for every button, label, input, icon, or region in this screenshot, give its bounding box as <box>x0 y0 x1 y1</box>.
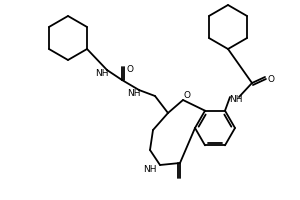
Text: NH: NH <box>229 96 243 104</box>
Text: NH: NH <box>95 68 109 77</box>
Text: O: O <box>268 74 274 84</box>
Text: O: O <box>127 64 134 73</box>
Text: O: O <box>184 92 190 100</box>
Text: NH: NH <box>143 164 157 173</box>
Text: NH: NH <box>127 88 141 98</box>
